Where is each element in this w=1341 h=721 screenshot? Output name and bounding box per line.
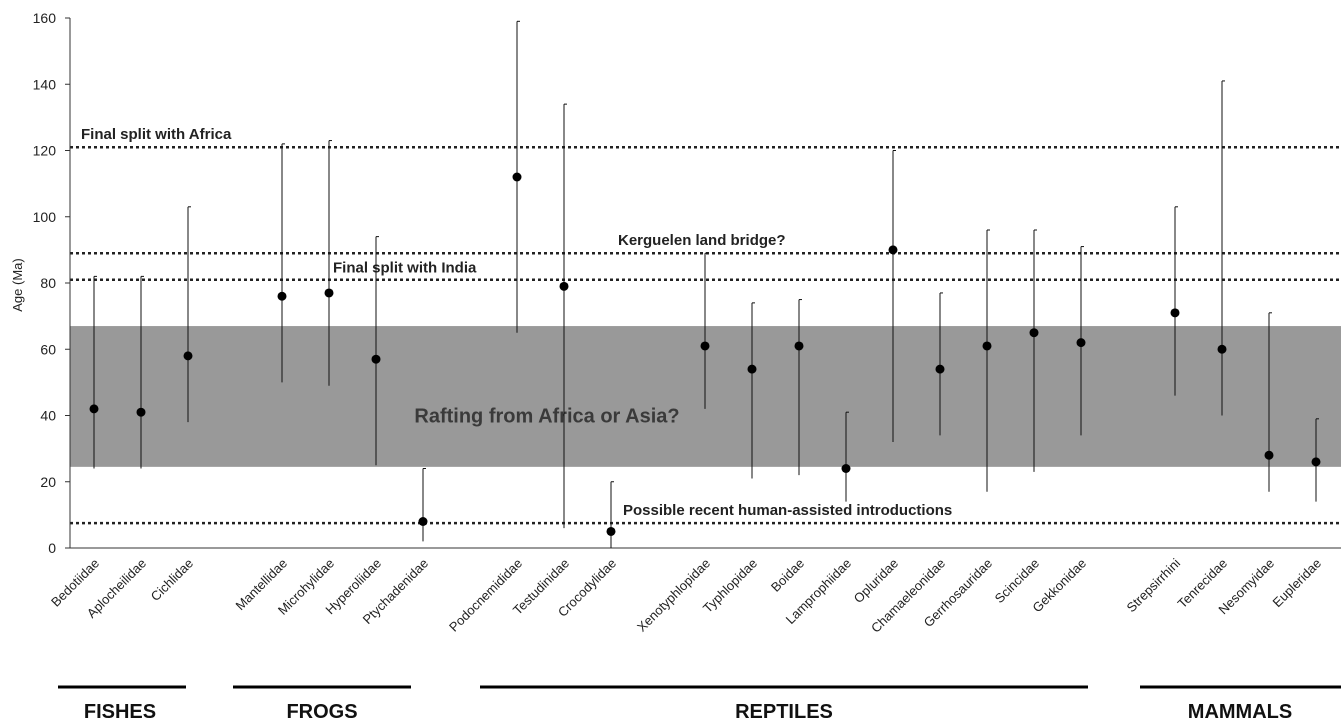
data-point	[982, 341, 992, 351]
data-point	[1311, 457, 1321, 467]
data-point	[183, 351, 193, 361]
group-label: FROGS	[286, 701, 357, 721]
data-point	[559, 281, 569, 291]
y-tick-label: 40	[40, 408, 56, 424]
y-tick-label: 140	[33, 76, 57, 92]
data-point	[277, 291, 287, 301]
category-label: Xenotyphlopidae	[634, 556, 713, 635]
category-label: Boidae	[768, 556, 807, 595]
data-series	[89, 20, 1321, 548]
category-label: Strepsirrhini	[1123, 555, 1183, 615]
data-point	[935, 364, 945, 374]
category-label: Cichlidae	[148, 556, 196, 604]
data-point	[136, 407, 146, 417]
data-point	[371, 354, 381, 364]
data-point	[1264, 450, 1274, 460]
data-point	[324, 288, 334, 298]
y-axis: 0 20 40 60 80 100 120 140 160	[33, 10, 1341, 556]
y-tick-label: 120	[33, 143, 57, 159]
y-tick-label: 100	[33, 209, 57, 225]
data-point	[888, 245, 898, 255]
data-point	[841, 464, 851, 473]
data-point	[1029, 328, 1039, 338]
data-point	[700, 341, 710, 351]
reference-line-label: Final split with India	[333, 260, 477, 277]
data-point	[1170, 308, 1180, 318]
data-point	[418, 517, 428, 526]
reference-line-label: Possible recent human-assisted introduct…	[623, 502, 952, 519]
data-point	[512, 172, 522, 182]
group-label: REPTILES	[735, 701, 833, 721]
category-label: Podocnemididae	[446, 556, 525, 635]
y-axis-title: Age (Ma)	[10, 258, 25, 311]
y-tick-label: 60	[40, 341, 56, 357]
data-point	[794, 341, 804, 351]
data-point	[606, 526, 616, 536]
reference-line-label: Final split with Africa	[81, 126, 232, 143]
group-label: MAMMALS	[1188, 701, 1292, 721]
y-tick-label: 80	[40, 275, 56, 291]
data-point	[89, 404, 99, 414]
category-label: Eupleridae	[1270, 556, 1325, 611]
y-tick-label: 160	[33, 10, 57, 26]
data-point	[1217, 344, 1227, 354]
group-labels: FISHES FROGS REPTILES MAMMALS	[58, 685, 1341, 721]
y-tick-label: 20	[40, 474, 56, 490]
data-point	[747, 364, 757, 374]
y-tick-label: 0	[48, 540, 56, 556]
reference-line-label: Kerguelen land bridge?	[618, 232, 786, 249]
group-label: FISHES	[84, 701, 156, 721]
data-point	[1076, 338, 1086, 348]
band-label: Rafting from Africa or Asia?	[414, 406, 679, 428]
